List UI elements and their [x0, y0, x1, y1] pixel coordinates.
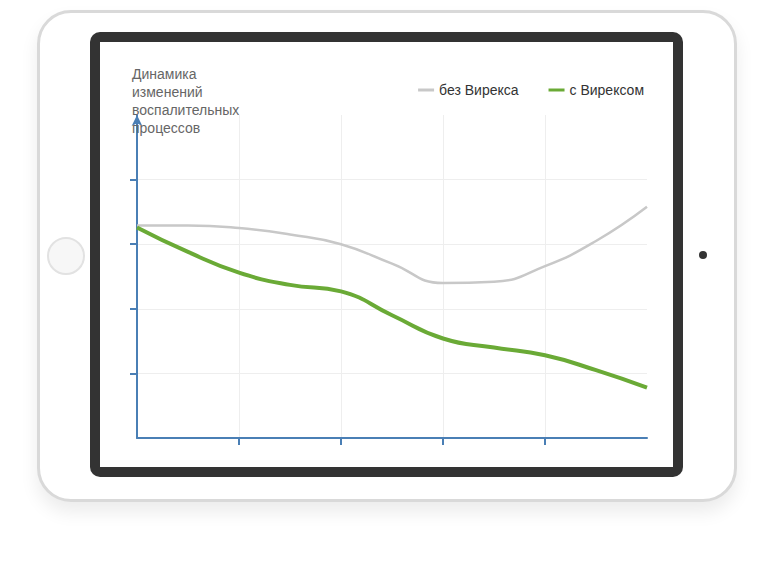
svg-text:Динамика: Динамика [132, 66, 200, 82]
svg-text:воспалительных: воспалительных [132, 102, 243, 118]
svg-text:с Вирексом: с Вирексом [570, 82, 644, 98]
svg-text:без Вирекса: без Вирекса [439, 82, 519, 98]
svg-text:процессов: процессов [132, 120, 200, 136]
svg-text:изменений: изменений [132, 84, 206, 100]
